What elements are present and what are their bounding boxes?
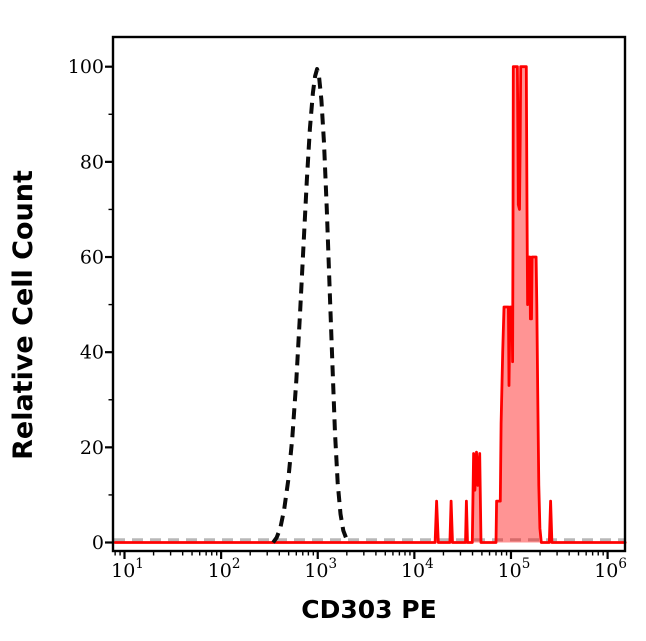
y-tick-label: 40 <box>80 342 104 364</box>
y-tick-label: 20 <box>80 437 104 459</box>
y-tick-label: 80 <box>80 151 104 173</box>
y-tick-label: 0 <box>92 532 104 554</box>
x-tick-label: 105 <box>498 556 531 582</box>
x-tick-label: 102 <box>208 556 241 582</box>
control-dashed-curve <box>271 67 351 544</box>
x-tick-label: 101 <box>111 556 144 582</box>
y-tick-label: 100 <box>68 56 104 78</box>
x-tick-label: 103 <box>304 556 337 582</box>
x-tick-label: 104 <box>401 556 434 582</box>
x-tick-label: 106 <box>594 556 627 582</box>
x-axis-title: CD303 PE <box>301 595 437 624</box>
plot-box <box>111 35 627 553</box>
sample-histogram-fill <box>115 66 626 543</box>
y-axis-title: Relative Cell Count <box>8 170 39 460</box>
y-tick-label: 60 <box>80 247 104 269</box>
sample-histogram-outline <box>113 65 627 544</box>
